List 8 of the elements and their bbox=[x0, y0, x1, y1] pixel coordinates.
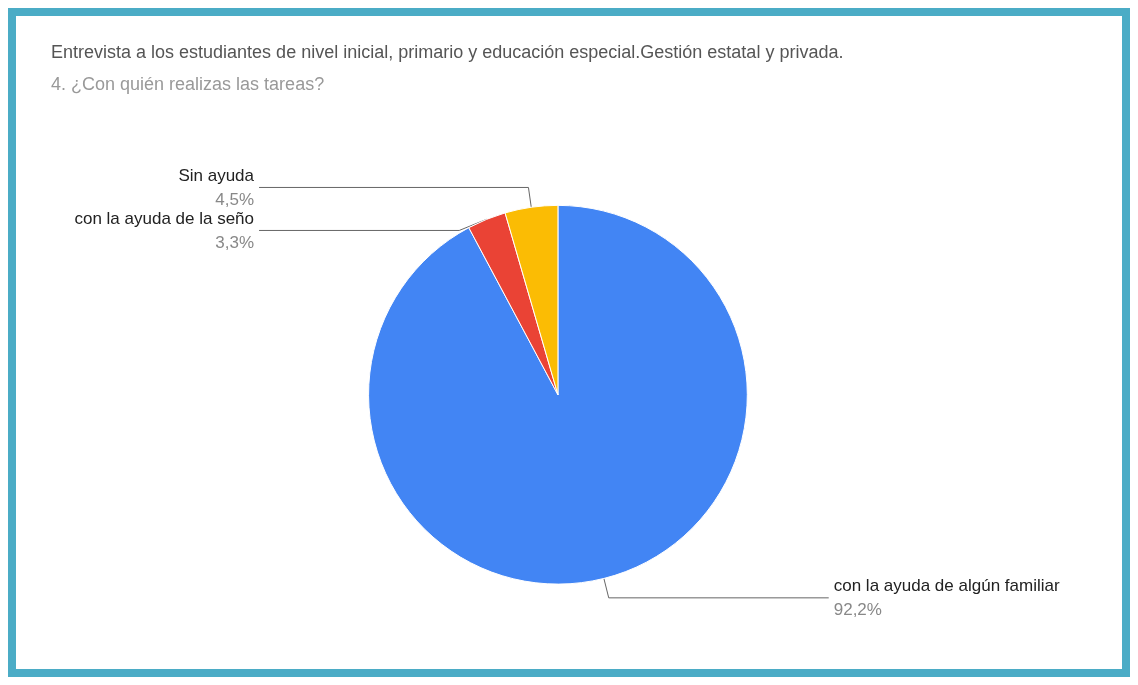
data-label: 92,2% bbox=[833, 600, 882, 620]
data-label: 3,3% bbox=[215, 232, 255, 252]
chart-subtitle: 4. ¿Con quién realizas las tareas? bbox=[51, 74, 325, 94]
chart-title: Entrevista a los estudiantes de nivel inicial, primario y educación especial.Gestión estatal y privada. bbox=[51, 42, 844, 62]
slice-label: con la ayuda de la seño bbox=[74, 208, 255, 228]
data-label: 4,5% bbox=[215, 189, 255, 209]
slice-label: con la ayuda de algún familiar bbox=[833, 576, 1060, 596]
slice-label: Sin ayuda bbox=[178, 165, 255, 185]
